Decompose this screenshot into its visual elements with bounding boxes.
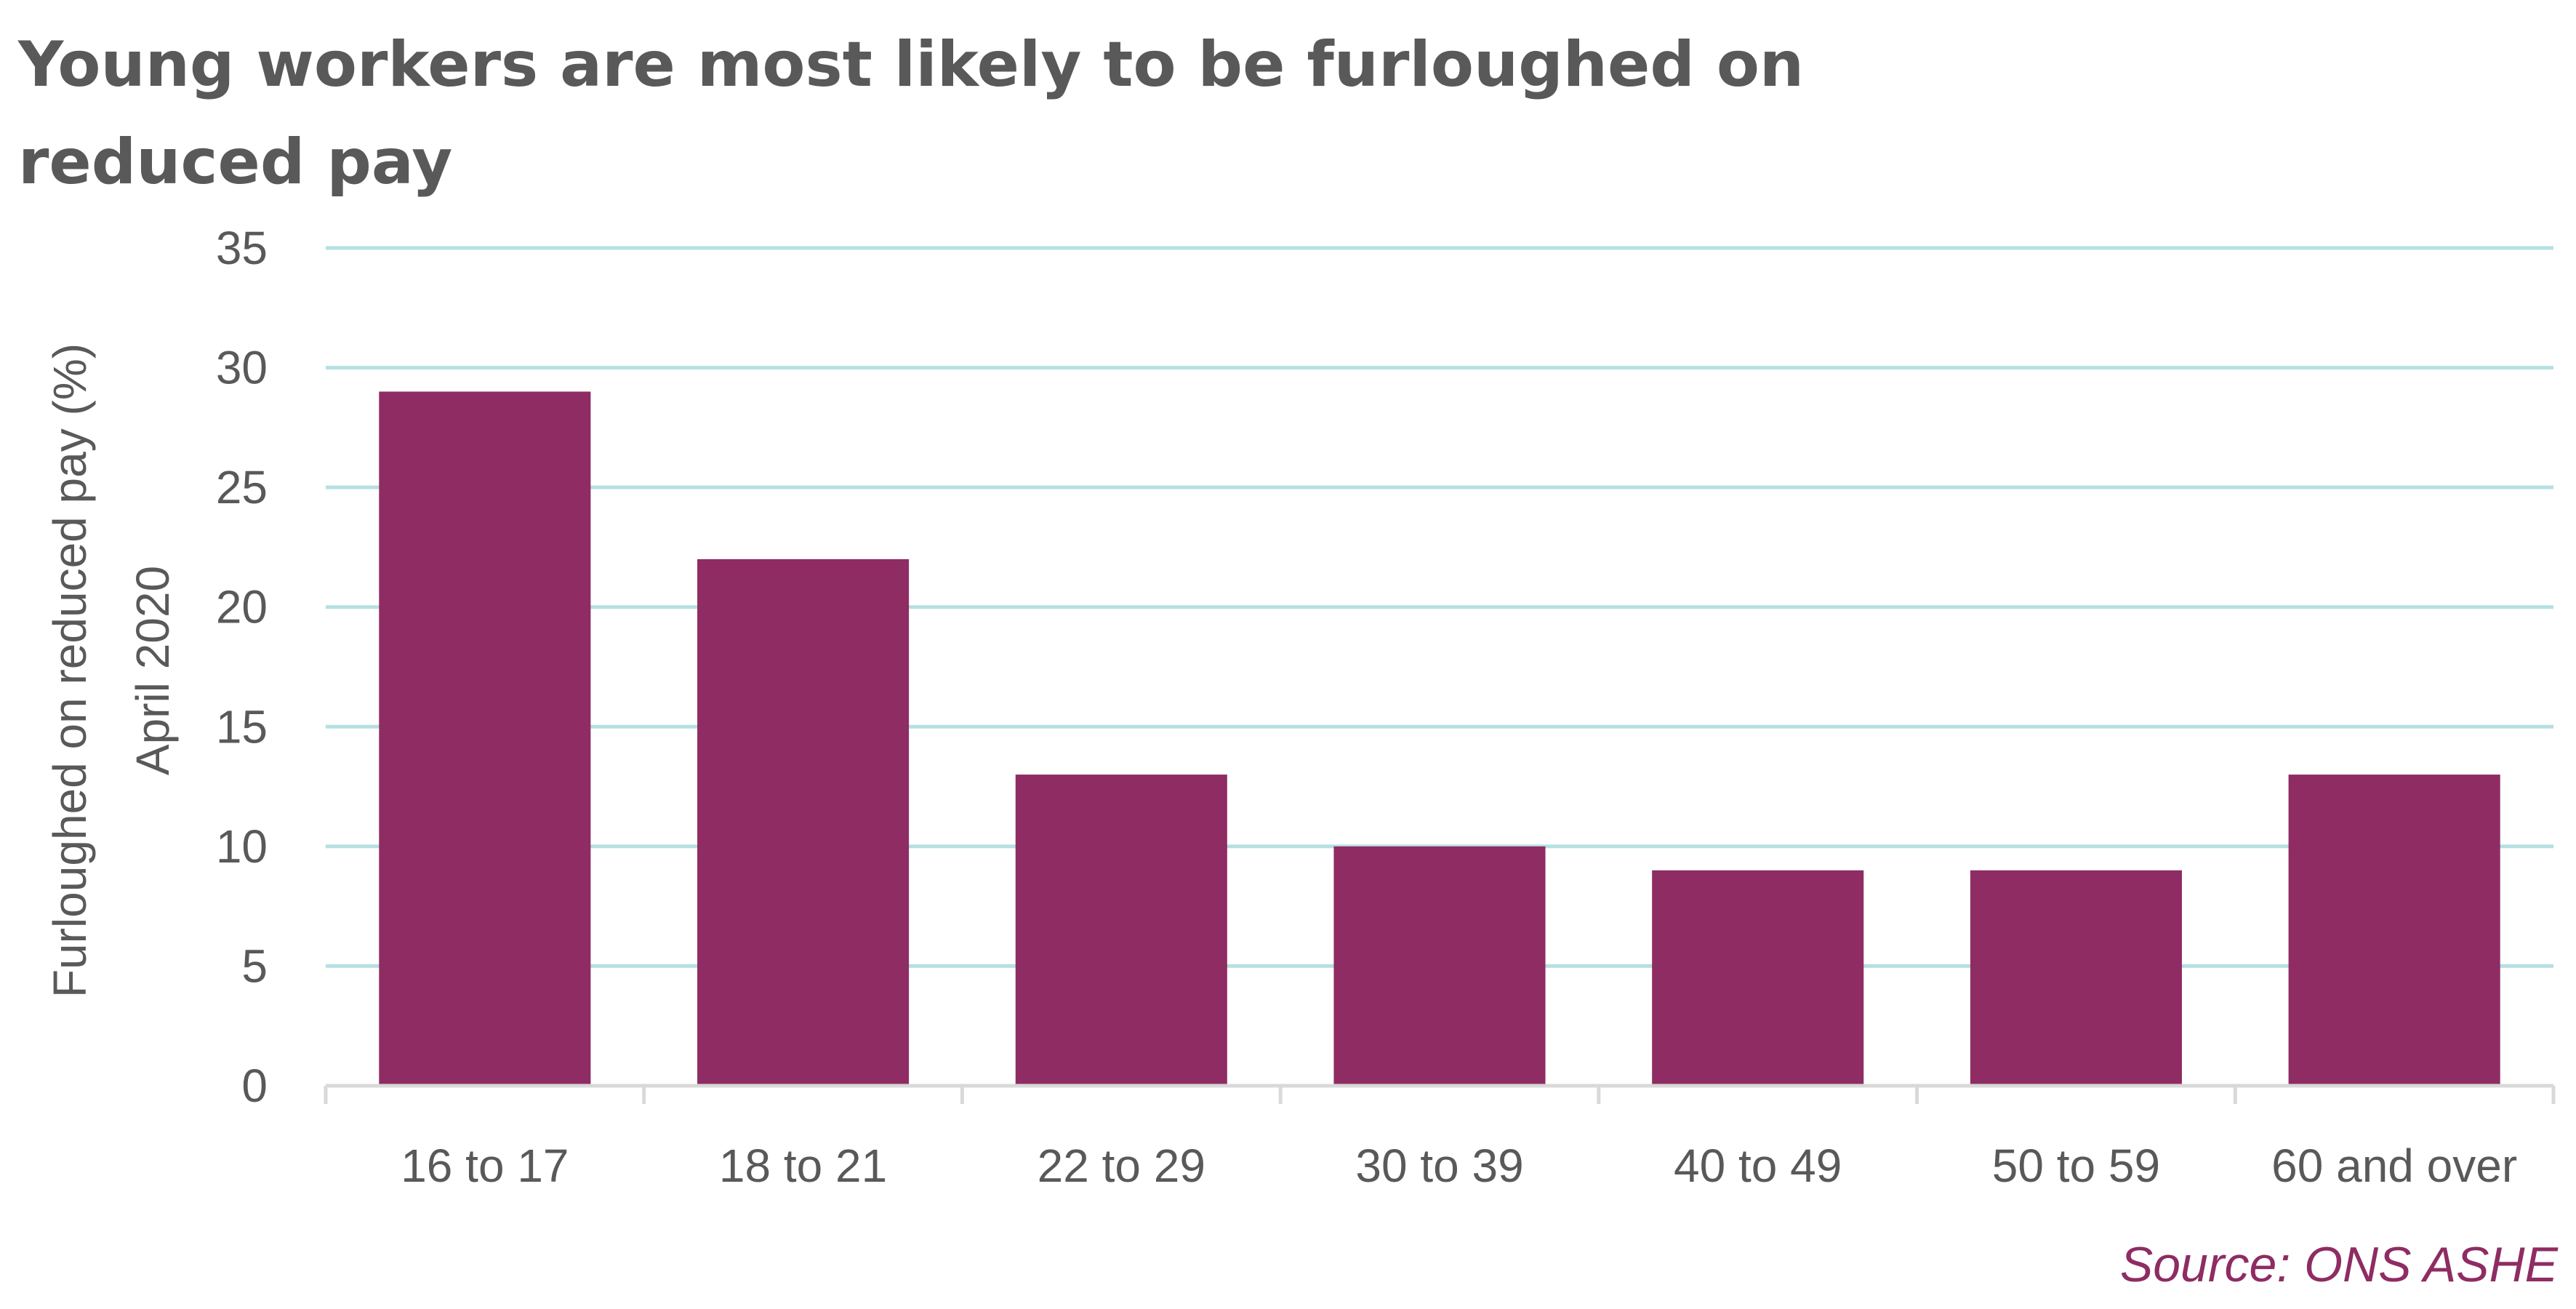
y-tick-label: 30 — [216, 342, 268, 394]
y-tick-label: 25 — [216, 461, 268, 513]
y-axis-label-line-1: Furloughed on reduced pay (%) — [44, 343, 96, 998]
title-line-1: Young workers are most likely to be furl… — [17, 28, 1804, 101]
bars — [379, 391, 2500, 1086]
title-line-2: reduced pay — [18, 126, 452, 199]
x-tick-label: 16 to 17 — [401, 1140, 569, 1192]
bar — [2288, 774, 2500, 1086]
y-tick-label: 10 — [216, 820, 268, 873]
gridlines — [326, 246, 2553, 968]
y-tick-label: 15 — [216, 700, 268, 753]
x-axis — [324, 1084, 2556, 1104]
y-tick-label: 0 — [241, 1060, 268, 1112]
y-tick-labels: 0 5 10 15 20 25 30 35 — [216, 222, 268, 1112]
bar — [1970, 870, 2182, 1086]
x-tick-label: 60 and over — [2271, 1140, 2517, 1192]
bar — [1015, 774, 1227, 1086]
y-tick-label: 20 — [216, 581, 268, 633]
bar — [1333, 846, 1546, 1086]
x-tick-label: 18 to 21 — [719, 1140, 887, 1192]
x-tick-label: 22 to 29 — [1038, 1140, 1205, 1192]
y-tick-label: 5 — [241, 940, 268, 992]
x-tick-label: 50 to 59 — [1992, 1140, 2160, 1192]
x-tick-label: 40 to 49 — [1674, 1140, 1842, 1192]
bar — [697, 559, 910, 1086]
bar — [1652, 870, 1864, 1086]
chart-title: Young workers are most likely to be furl… — [17, 28, 1804, 199]
x-tick-labels: 16 to 17 18 to 21 22 to 29 30 to 39 40 to 49… — [401, 1140, 2517, 1192]
y-axis-label-line-2: April 2020 — [127, 566, 179, 775]
x-tick-label: 30 to 39 — [1355, 1140, 1523, 1192]
y-axis-label: Furloughed on reduced pay (%) April 2020 — [44, 343, 179, 998]
bar — [379, 391, 591, 1086]
source-note: Source: ONS ASHE — [2120, 1237, 2559, 1292]
y-tick-label: 35 — [216, 222, 268, 274]
